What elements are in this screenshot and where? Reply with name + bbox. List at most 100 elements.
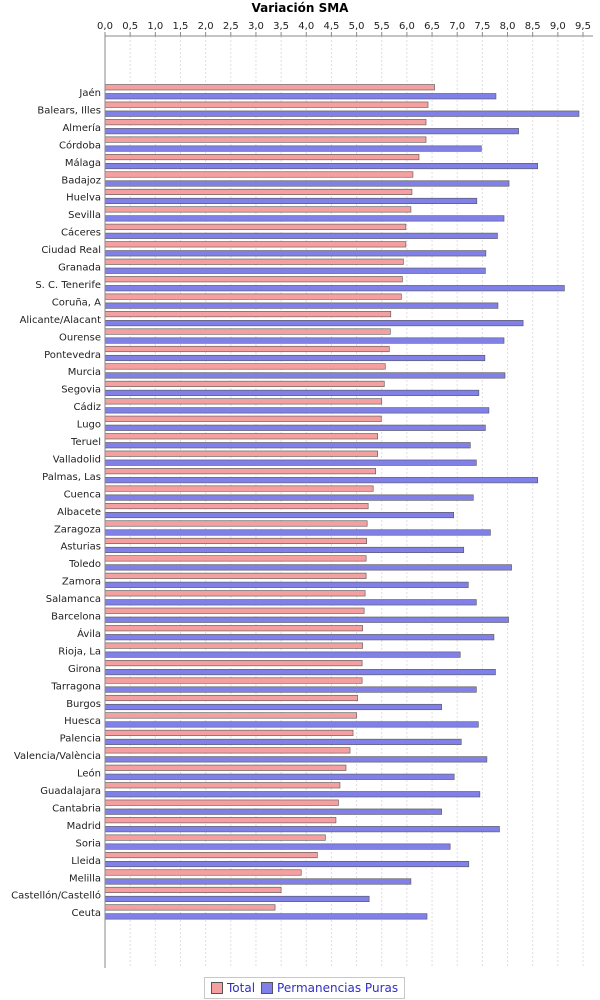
- category-label: Cuenca: [64, 489, 101, 500]
- category-label: S. C. Tenerife: [35, 280, 101, 291]
- category-label: Asturias: [60, 542, 101, 553]
- bar-permanencias-puras: [104, 686, 477, 693]
- category-label: Cantabria: [52, 803, 101, 814]
- category-labels: Jaén Balears, Illes Almería Córdoba Málaga Ba…: [11, 87, 101, 919]
- bars: [104, 84, 580, 920]
- bar-total: [104, 572, 367, 579]
- bar-total: [104, 328, 391, 335]
- x-tick-label: 7,0: [449, 21, 465, 32]
- category-label: Zamora: [62, 577, 101, 588]
- x-tick-label: 8,0: [500, 21, 516, 32]
- category-label: Zaragoza: [54, 524, 101, 535]
- category-label: Castellón/Castelló: [11, 890, 101, 902]
- bar-total: [104, 84, 435, 91]
- bar-total: [104, 782, 341, 789]
- bar-permanencias-puras: [104, 826, 500, 833]
- bar-total: [104, 171, 414, 178]
- bar-permanencias-puras: [104, 285, 565, 292]
- x-tick-label: 4,0: [298, 21, 314, 32]
- x-tick-label: 5,0: [349, 21, 365, 32]
- category-label: Granada: [58, 263, 101, 274]
- chart-title: Variación SMA: [252, 1, 350, 15]
- category-label: Valencia/València: [14, 750, 101, 762]
- axes: [104, 35, 593, 968]
- category-label: Badajoz: [61, 175, 101, 186]
- category-label: Málaga: [65, 157, 101, 169]
- bar-permanencias-puras: [104, 808, 442, 815]
- bar-permanencias-puras: [104, 215, 505, 222]
- bar-permanencias-puras: [104, 511, 454, 519]
- bar-permanencias-puras: [104, 128, 519, 135]
- bar-total: [104, 101, 429, 108]
- x-tick-label: 9,0: [550, 21, 566, 32]
- bar-total: [104, 363, 386, 370]
- bar-total: [104, 468, 376, 475]
- bar-total: [104, 747, 351, 754]
- bar-total: [104, 904, 276, 911]
- category-label: Albacete: [57, 507, 101, 518]
- x-tick-label: 8,5: [525, 21, 541, 32]
- bar-total: [104, 276, 403, 283]
- bar-total: [104, 380, 385, 387]
- category-label: Toledo: [68, 559, 101, 570]
- bar-permanencias-puras: [104, 232, 498, 239]
- category-label: Alicante/Alacant: [20, 315, 102, 326]
- bar-total: [104, 834, 326, 841]
- bar-permanencias-puras: [104, 354, 486, 362]
- x-tick-label: 6,0: [399, 21, 415, 32]
- bar-permanencias-puras: [104, 634, 495, 641]
- bar-permanencias-puras: [104, 651, 461, 658]
- bar-total: [104, 886, 282, 894]
- bar-permanencias-puras: [104, 389, 480, 396]
- category-label: Salamanca: [46, 594, 101, 605]
- x-tick-label: 2,5: [223, 21, 239, 32]
- category-label: Pontevedra: [44, 350, 101, 361]
- category-label: Huelva: [66, 193, 101, 204]
- category-label: Palmas, Las: [42, 472, 101, 483]
- bar-total: [104, 712, 357, 719]
- x-tick-label: 4,5: [323, 21, 339, 32]
- x-tick-label: 5,5: [374, 21, 390, 32]
- bar-total: [104, 729, 354, 736]
- category-label: Ceuta: [71, 908, 101, 919]
- bar-permanencias-puras: [104, 180, 510, 187]
- bar-permanencias-puras: [104, 529, 491, 536]
- category-label: Girona: [68, 664, 101, 675]
- category-label: Guadalajara: [40, 786, 101, 797]
- bar-total: [104, 450, 379, 457]
- category-label: Huesca: [64, 716, 101, 727]
- category-label: Valladolid: [53, 454, 101, 465]
- bar-total: [104, 607, 365, 614]
- category-label: Cáceres: [61, 227, 101, 239]
- legend-swatch-permanencias: [261, 982, 274, 994]
- bar-total: [104, 415, 382, 422]
- bar-permanencias-puras: [104, 442, 471, 449]
- category-label: Madrid: [67, 821, 101, 832]
- bar-total: [104, 223, 407, 230]
- category-label: Tarragona: [50, 681, 101, 692]
- category-label: Teruel: [70, 437, 101, 448]
- legend-item-total: Total: [211, 981, 255, 995]
- bar-total: [104, 154, 420, 161]
- bar-permanencias-puras: [104, 599, 477, 606]
- category-label: Almería: [62, 122, 101, 134]
- bar-total: [104, 537, 367, 545]
- category-label: León: [77, 768, 101, 780]
- bar-total: [104, 694, 358, 702]
- bar-permanencias-puras: [104, 337, 505, 344]
- bar-permanencias-puras: [104, 197, 478, 204]
- category-label: Ciudad Real: [41, 245, 101, 256]
- category-label: Segovia: [61, 385, 101, 396]
- bar-permanencias-puras: [104, 843, 451, 850]
- category-label: Ávila: [77, 627, 101, 640]
- bar-total: [104, 502, 369, 510]
- bar-total: [104, 764, 347, 771]
- bar-permanencias-puras: [104, 860, 470, 868]
- bar-total: [104, 520, 368, 527]
- category-label: Jaén: [78, 87, 101, 99]
- bar-permanencias-puras: [104, 110, 580, 117]
- bar-permanencias-puras: [104, 250, 487, 257]
- bar-permanencias-puras: [104, 878, 412, 885]
- bar-total: [104, 817, 337, 824]
- category-label: Sevilla: [68, 210, 101, 221]
